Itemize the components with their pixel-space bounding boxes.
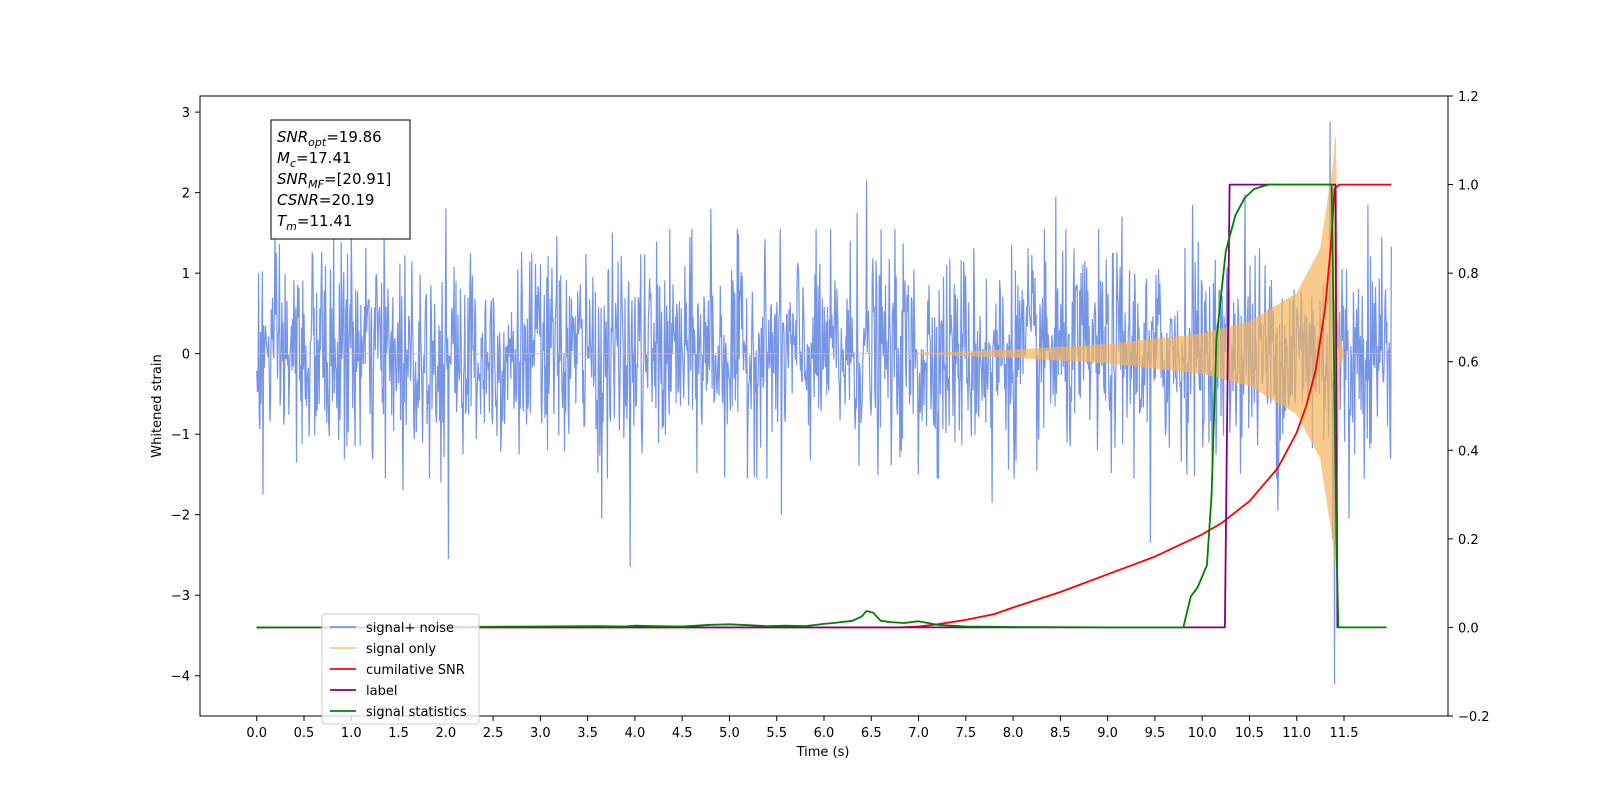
x-tick-label: 2.5 bbox=[483, 726, 504, 741]
y2-tick-label: 0.2 bbox=[1458, 533, 1479, 548]
y-axis-label: Whitened strain bbox=[150, 354, 165, 457]
y2-tick-label: 0.4 bbox=[1458, 444, 1479, 459]
x-tick-label: 6.0 bbox=[814, 726, 835, 741]
x-axis-label: Time (s) bbox=[796, 745, 850, 760]
x-tick-label: 4.0 bbox=[625, 726, 646, 741]
y2-tick-label: 0.6 bbox=[1458, 356, 1479, 371]
x-tick-label: 7.5 bbox=[955, 726, 976, 741]
x-tick-label: 0.5 bbox=[294, 726, 315, 741]
x-tick-label: 5.5 bbox=[766, 726, 787, 741]
y-tick-label: −3 bbox=[171, 589, 190, 604]
legend: signal+ noise signal only cumilative SNR la… bbox=[321, 613, 480, 725]
x-tick-label: 10.0 bbox=[1188, 726, 1217, 741]
x-tick-label: 11.5 bbox=[1330, 726, 1359, 741]
x-tick-label: 11.0 bbox=[1282, 726, 1311, 741]
y2-tick-label: 0.0 bbox=[1458, 621, 1479, 636]
info-line: CSNR=20.19 bbox=[277, 191, 374, 209]
legend-entry: signal statistics bbox=[366, 705, 467, 720]
y2-tick-label: 1.2 bbox=[1458, 90, 1479, 105]
x-tick-label: 9.5 bbox=[1145, 726, 1166, 741]
x-tick-label: 3.5 bbox=[577, 726, 598, 741]
x-tick-label: 8.0 bbox=[1003, 726, 1024, 741]
x-axis: 0.0 0.5 1.0 1.5 2.0 2.5 3.0 3.5 4.0 4.5 5.0 5.5 6.0 6… bbox=[246, 716, 1358, 741]
x-tick-label: 10.5 bbox=[1235, 726, 1264, 741]
series-layer bbox=[256, 121, 1392, 684]
x-tick-label: 1.0 bbox=[341, 726, 362, 741]
y2-tick-label: 0.8 bbox=[1458, 267, 1479, 282]
x-tick-label: 3.0 bbox=[530, 726, 551, 741]
legend-entry: cumilative SNR bbox=[366, 663, 465, 678]
y-tick-label: −2 bbox=[171, 509, 190, 524]
y-tick-label: −4 bbox=[171, 670, 190, 685]
series-cumulative-snr bbox=[256, 183, 1392, 629]
y-tick-label: 0 bbox=[182, 348, 190, 363]
info-line: Mc=17.41 bbox=[277, 149, 352, 170]
y-tick-label: 3 bbox=[182, 106, 190, 121]
x-tick-label: 6.5 bbox=[861, 726, 882, 741]
series-signal-noise bbox=[256, 121, 1392, 684]
legend-entry: label bbox=[366, 684, 397, 699]
y-tick-label: 2 bbox=[182, 187, 190, 202]
info-box-frame bbox=[270, 119, 411, 240]
info-box: SNRopt=19.86Mc=17.41SNRMF=[20.91]CSNR=20… bbox=[270, 119, 411, 240]
x-tick-label: 2.0 bbox=[435, 726, 456, 741]
info-line: SNRopt=19.86 bbox=[277, 128, 382, 149]
x-tick-label: 4.5 bbox=[672, 726, 693, 741]
y-tick-label: 1 bbox=[182, 267, 190, 282]
x-tick-label: 9.0 bbox=[1097, 726, 1118, 741]
y-tick-label: −1 bbox=[171, 428, 190, 443]
legend-entry: signal+ noise bbox=[366, 621, 454, 636]
info-line: Tm=11.41 bbox=[277, 212, 352, 233]
y2-tick-label: 1.0 bbox=[1458, 179, 1479, 194]
y-axis-right: 1.2 1.0 0.8 0.6 0.4 0.2 0.0 −0.2 bbox=[1448, 90, 1490, 725]
series-label bbox=[256, 183, 1339, 629]
x-tick-label: 5.0 bbox=[719, 726, 740, 741]
x-tick-label: 0.0 bbox=[246, 726, 267, 741]
x-tick-label: 8.5 bbox=[1050, 726, 1071, 741]
y2-tick-label: −0.2 bbox=[1458, 710, 1490, 725]
legend-frame bbox=[321, 613, 480, 725]
y-axis-left: 3 2 1 0 −1 −2 −3 −4 bbox=[171, 106, 200, 685]
series-signal-only bbox=[256, 137, 1392, 567]
legend-entry: signal only bbox=[366, 642, 436, 657]
x-tick-label: 7.0 bbox=[908, 726, 929, 741]
info-line: SNRMF=[20.91] bbox=[277, 170, 391, 191]
x-tick-label: 1.5 bbox=[388, 726, 409, 741]
series-signal-statistics bbox=[256, 183, 1387, 629]
